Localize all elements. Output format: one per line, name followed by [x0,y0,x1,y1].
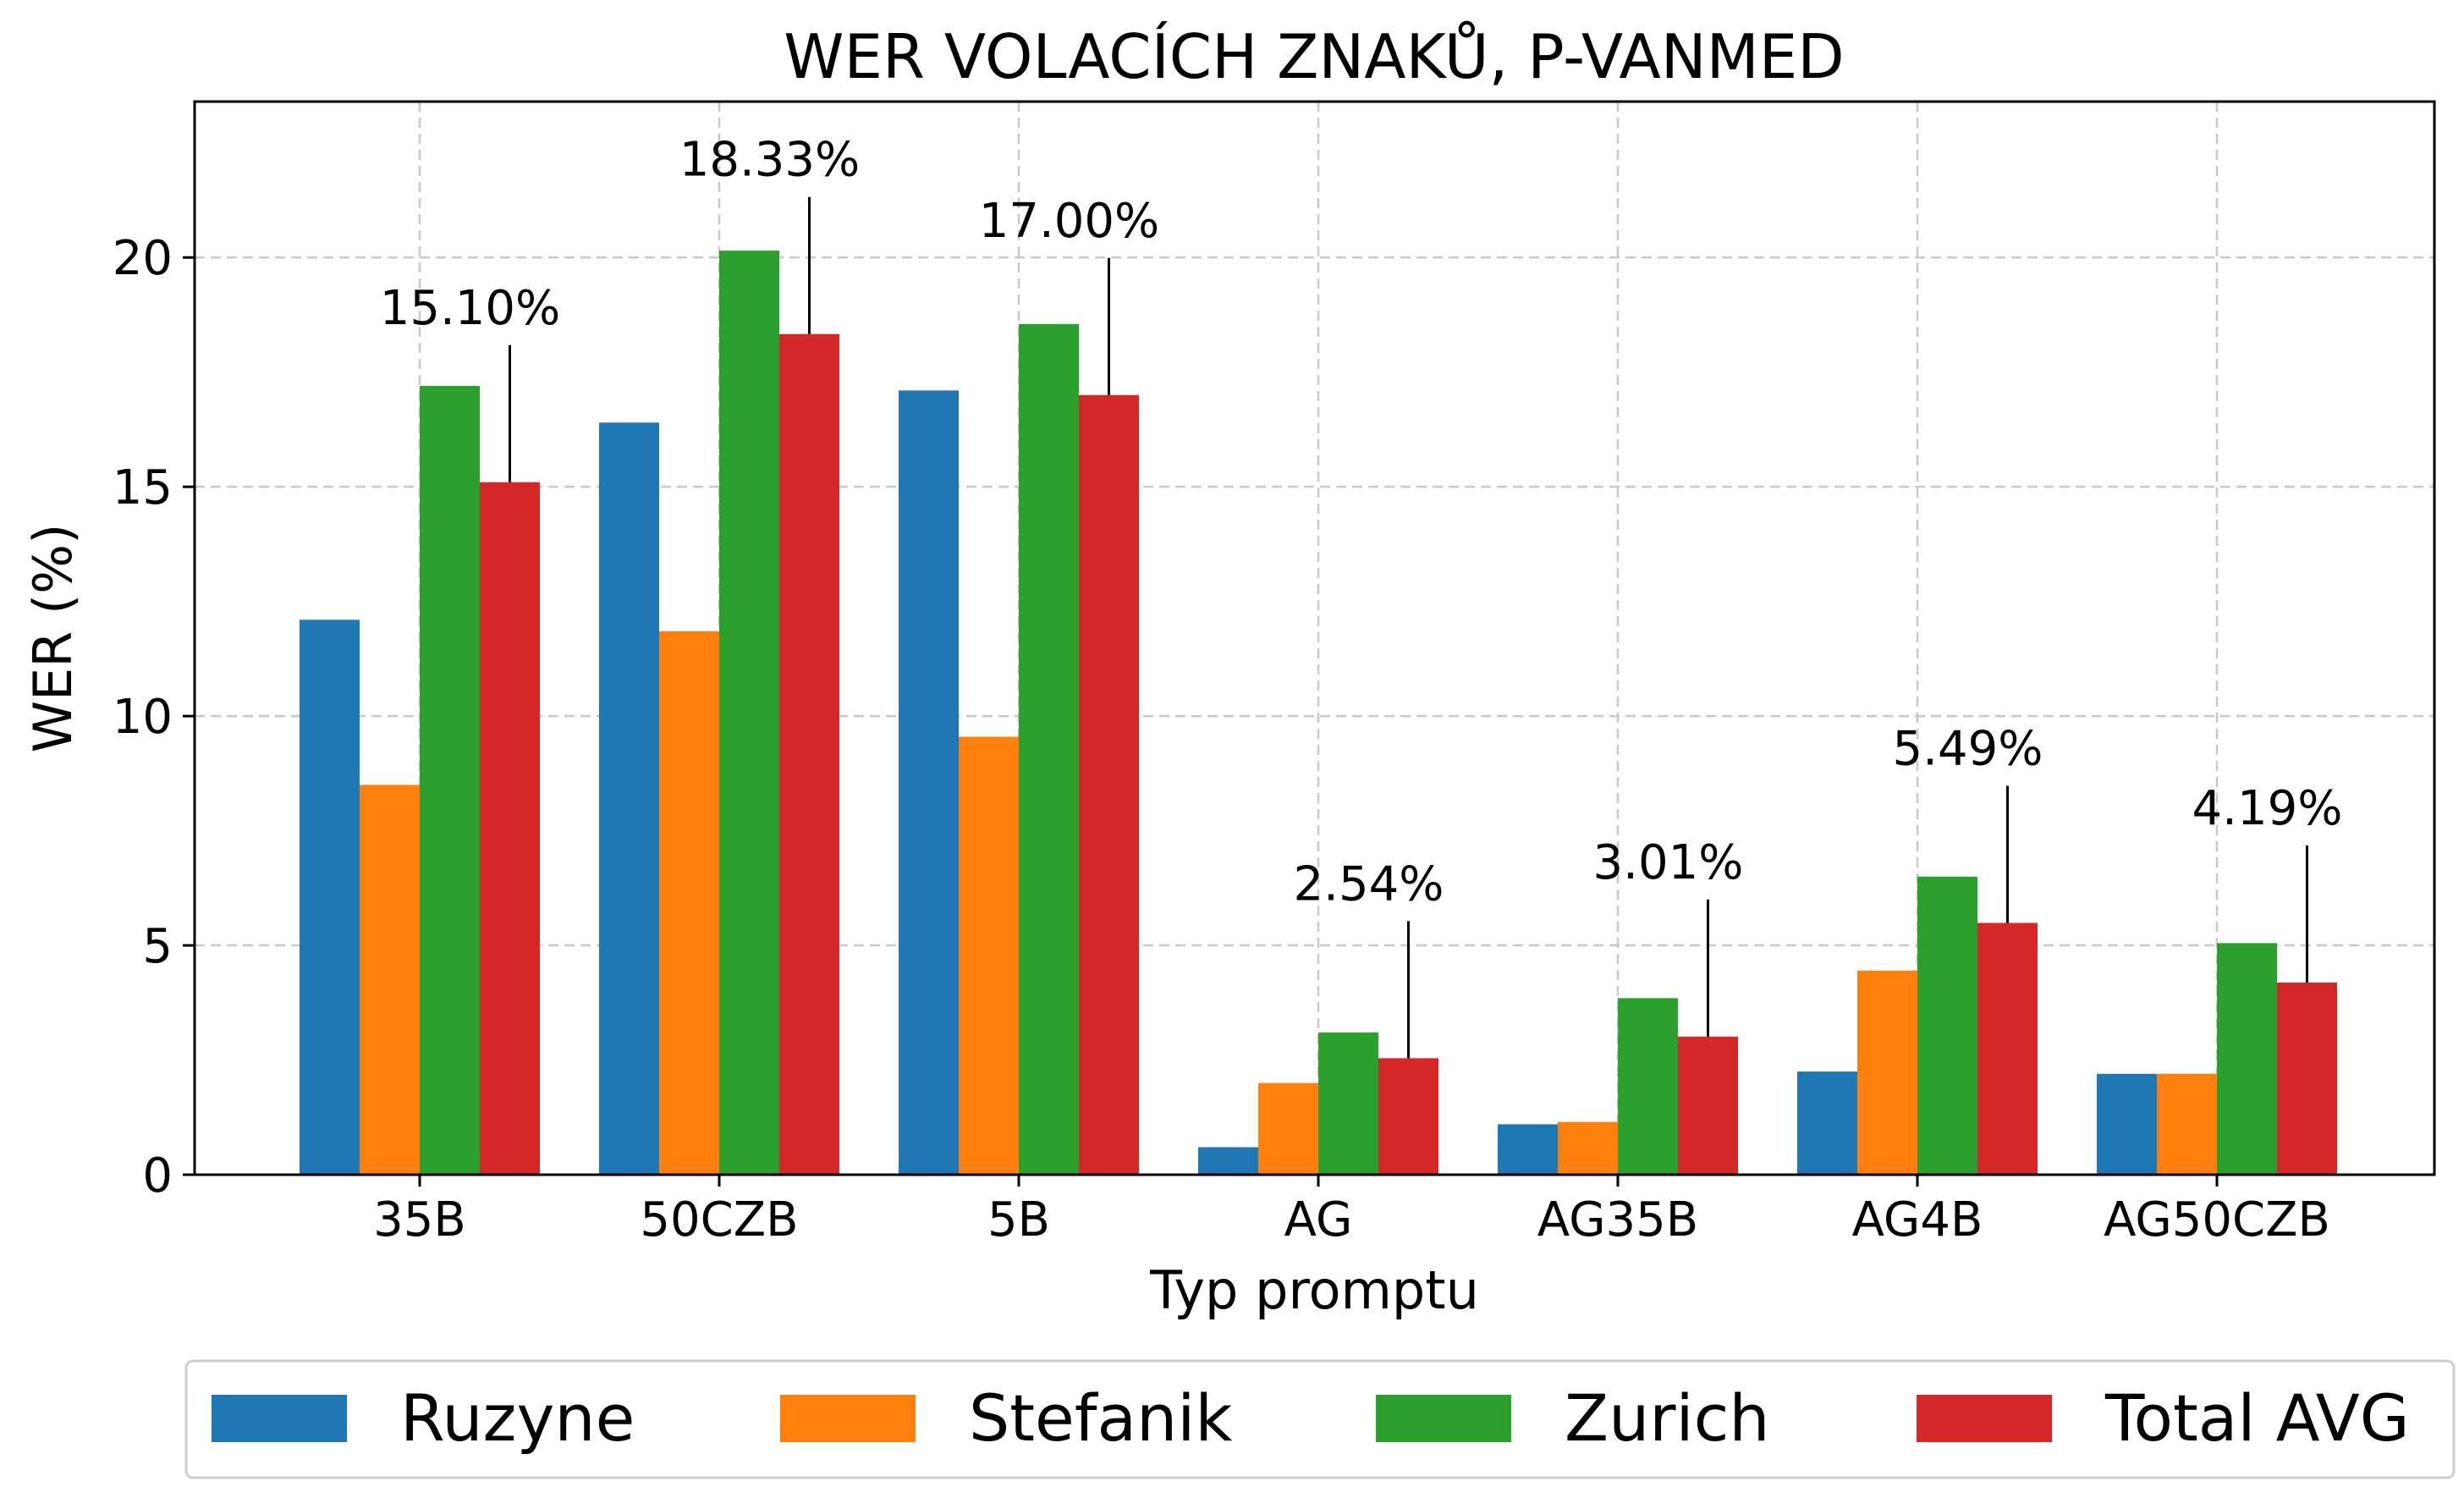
bar-value-label: 2.54% [1294,856,1444,911]
bar-total-avg-5b [1079,394,1139,1175]
bar-value-label: 3.01% [1593,835,1744,890]
legend-box [184,1359,2456,1479]
x-tick-label: 35B [373,1192,466,1247]
x-tick-label: 5B [987,1192,1050,1247]
bar-zurich-ag4b [1917,876,1977,1175]
bar-ruzyne-5b [899,390,959,1175]
x-axis-label: Typ promptu [1149,1259,1479,1321]
y-axis-ticks: 0 5 10 15 20 [113,231,195,1203]
y-tick-label: 20 [113,231,173,286]
chart-title: WER VOLACÍCH ZNAKŮ, P-VANMED [784,21,1844,92]
x-tick-label: AG50CZB [2104,1192,2330,1247]
bar-total-avg-ag50czb [2277,982,2337,1175]
bar-total-avg-ag [1378,1058,1438,1175]
y-tick-label: 15 [113,460,173,515]
bar-total-avg-ag35b [1678,1036,1738,1175]
bar-stefanik-ag4b [1857,970,1917,1175]
bar-total-avg-35b [480,482,540,1175]
y-tick-label: 10 [113,690,173,745]
bar-total-avg-ag4b [1977,922,2038,1175]
annotations: 15.10% 18.33% 17.00% 2.54% 3.01% 5.49% 4.19% [380,133,2343,1059]
x-tick-label: AG4B [1852,1192,1983,1247]
bar-value-label: 17.00% [979,194,1160,249]
bar-total-avg-50czb [779,333,839,1175]
bar-stefanik-ag [1258,1082,1318,1175]
bar-zurich-35b [420,385,480,1175]
bar-value-label: 5.49% [1893,722,2043,777]
bar-stefanik-ag35b [1558,1121,1618,1175]
bar-ruzyne-ag50czb [2097,1073,2157,1175]
legend-swatch [1917,1395,2052,1442]
y-tick-label: 0 [142,1148,173,1203]
legend-label: Stefanik [969,1380,1232,1456]
y-axis-label: WER (%) [22,524,84,753]
bar-ruzyne-ag [1198,1147,1258,1175]
x-tick-label: 50CZB [640,1192,798,1247]
legend-swatch [1376,1395,1511,1442]
bar-value-label: 15.10% [380,281,561,336]
x-axis-ticks: 35B 50CZB 5B AG AG35B AG4B AG50CZB [373,1175,2330,1247]
bar-stefanik-5b [959,736,1019,1175]
x-tick-label: AG35B [1537,1192,1698,1247]
bar-value-label: 18.33% [679,133,861,188]
legend-swatch [780,1395,916,1442]
legend-label: Ruzyne [400,1380,635,1456]
bar-stefanik-ag50czb [2157,1073,2217,1175]
bar-zurich-5b [1019,323,1079,1175]
y-tick-label: 5 [142,919,173,974]
bar-zurich-ag50czb [2217,943,2277,1175]
legend: Ruzyne Stefanik Zurich Total AVG [184,1359,2456,1479]
bar-stefanik-35b [360,785,420,1175]
bars [300,251,2337,1176]
bar-zurich-50czb [719,251,779,1176]
bar-zurich-ag35b [1618,998,1678,1175]
bar-zurich-ag [1318,1033,1378,1175]
plot-frame [193,100,2436,1176]
legend-label: Zurich [1565,1380,1770,1456]
x-tick-label: AG [1284,1192,1353,1247]
legend-swatch [212,1395,347,1442]
bar-ruzyne-50czb [599,422,659,1175]
bar-stefanik-50czb [659,631,719,1175]
bar-ruzyne-35b [300,620,360,1175]
bar-ruzyne-ag35b [1498,1124,1558,1175]
bar-ruzyne-ag4b [1797,1071,1857,1175]
legend-label: Total AVG [2104,1380,2410,1456]
bar-value-label: 4.19% [2192,781,2343,836]
